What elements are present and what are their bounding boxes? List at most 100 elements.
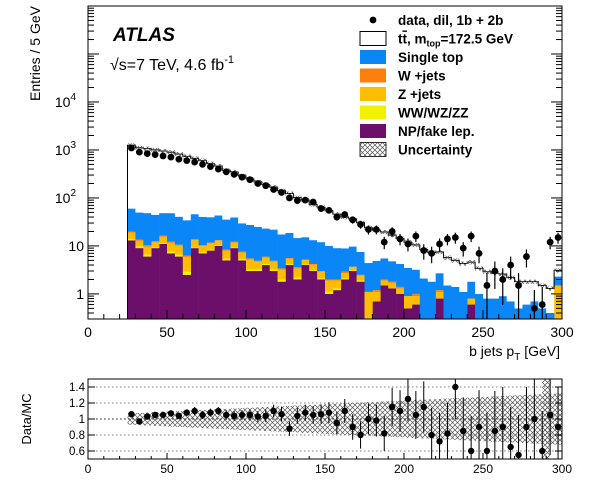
ratio-point: [230, 412, 238, 419]
data-point: [183, 157, 191, 165]
ratio-point: [460, 427, 467, 435]
bar-fake: [135, 248, 144, 319]
bar-wjets: [159, 235, 168, 237]
bar-ttbar: [554, 270, 562, 277]
ratio-point: [349, 423, 356, 431]
bar-ttbar: [214, 165, 223, 216]
ratio-point: [167, 410, 175, 417]
ratio-point: [357, 431, 364, 439]
bar-single_top: [135, 212, 144, 240]
bar-single_top: [459, 291, 468, 319]
ratio-point: [246, 411, 254, 419]
bar-diboson: [309, 270, 318, 272]
bar-zjets: [285, 258, 294, 265]
ratio-point: [199, 411, 206, 419]
bar-zjets: [167, 242, 176, 252]
x-tick-label: 200: [392, 324, 416, 340]
data-point: [491, 267, 499, 275]
ratio-y-axis: 0.6 0.8 1 1.2 1.4: [69, 382, 562, 458]
bar-ttbar: [404, 242, 412, 268]
uncertainty-bin: [538, 283, 547, 288]
legend-swatch-uncertainty: [359, 142, 387, 157]
bar-zjets: [190, 239, 199, 248]
bar-fake: [404, 308, 413, 319]
data-point: [167, 153, 175, 161]
bar-single_top: [261, 228, 270, 257]
uncertainty-bin: [151, 147, 160, 153]
bar-wjets: [340, 271, 349, 274]
bar-zjets: [372, 291, 381, 302]
data-point: [143, 150, 151, 157]
data-point: [214, 165, 222, 173]
bar-wjets: [285, 258, 294, 259]
ratio-point: [262, 412, 269, 419]
y-tick-label: 102: [55, 188, 77, 206]
ratio-point: [309, 411, 317, 419]
bar-fake: [253, 271, 263, 319]
ratio-point: [428, 431, 435, 439]
bar-wjets: [277, 268, 286, 270]
bar-wjets: [309, 264, 318, 265]
ratio-point: [294, 412, 301, 419]
bar-single_top: [475, 293, 484, 319]
bar-single_top: [143, 213, 152, 246]
uncertainty-bin: [159, 149, 167, 154]
bar-ttbar: [411, 244, 420, 270]
ratio-band-bin: [182, 410, 191, 428]
data-point: [286, 194, 293, 202]
data-point: [467, 232, 475, 240]
legend-swatch-zjets: [360, 87, 386, 101]
data-point: [301, 196, 309, 204]
bar-wjets: [356, 274, 365, 276]
data-point: [451, 234, 459, 241]
ratio-band-bin: [206, 409, 215, 429]
ratio-band-bin: [159, 411, 167, 427]
bar-diboson: [167, 251, 176, 254]
bar-ttbar: [435, 251, 444, 274]
bar-fake: [159, 243, 168, 319]
main-y-axis-label: Entries / 5 GeV: [27, 5, 43, 101]
bar-wjets: [246, 258, 255, 260]
ratio-point: [467, 447, 475, 455]
bar-single_top: [356, 251, 365, 275]
ratio-point: [302, 409, 309, 416]
ratio-point: [128, 411, 135, 418]
bar-fake: [238, 260, 247, 319]
main-plot: 0 50 100 150 200 250 300 1 10 102 103 104 Entries …: [27, 5, 574, 363]
bar-ttbar: [467, 262, 476, 282]
uncertainty-bin: [546, 286, 555, 291]
bar-zjets: [230, 242, 239, 248]
bar-ttbar: [522, 281, 531, 305]
bar-zjets: [309, 264, 318, 271]
bar-fake: [182, 274, 191, 319]
ratio-point: [515, 451, 522, 459]
data-point: [444, 235, 451, 243]
ratio-point: [554, 423, 562, 431]
bar-single_top: [490, 298, 500, 319]
ratio-point: [333, 419, 341, 427]
ratio-point: [191, 407, 198, 415]
bar-wjets: [269, 260, 278, 262]
bar-wjets: [396, 286, 405, 289]
bar-ttbar: [285, 193, 294, 233]
bar-zjets: [404, 296, 413, 309]
data-point: [151, 151, 159, 159]
ratio-point: [491, 427, 499, 435]
bar-zjets: [214, 240, 223, 246]
ratio-point: [444, 430, 451, 437]
bar-ttbar: [182, 156, 191, 221]
legend-label-diboson: WW/WZ/ZZ: [398, 106, 468, 121]
bar-single_top: [206, 217, 215, 243]
ratio-point: [436, 438, 443, 445]
bar-diboson: [332, 288, 342, 291]
ratio-point: [388, 403, 396, 411]
bar-ttbar: [253, 181, 262, 227]
bar-wjets: [411, 293, 421, 297]
bar-ttbar: [198, 160, 207, 217]
bar-ttbar: [546, 288, 555, 314]
ratio-point: [483, 447, 491, 455]
legend-swatch-diboson: [360, 105, 386, 120]
uncertainty-bin: [467, 260, 476, 265]
main-x-axis: 0 50 100 150 200 250 300: [84, 310, 574, 340]
bar-single_top: [506, 301, 515, 319]
